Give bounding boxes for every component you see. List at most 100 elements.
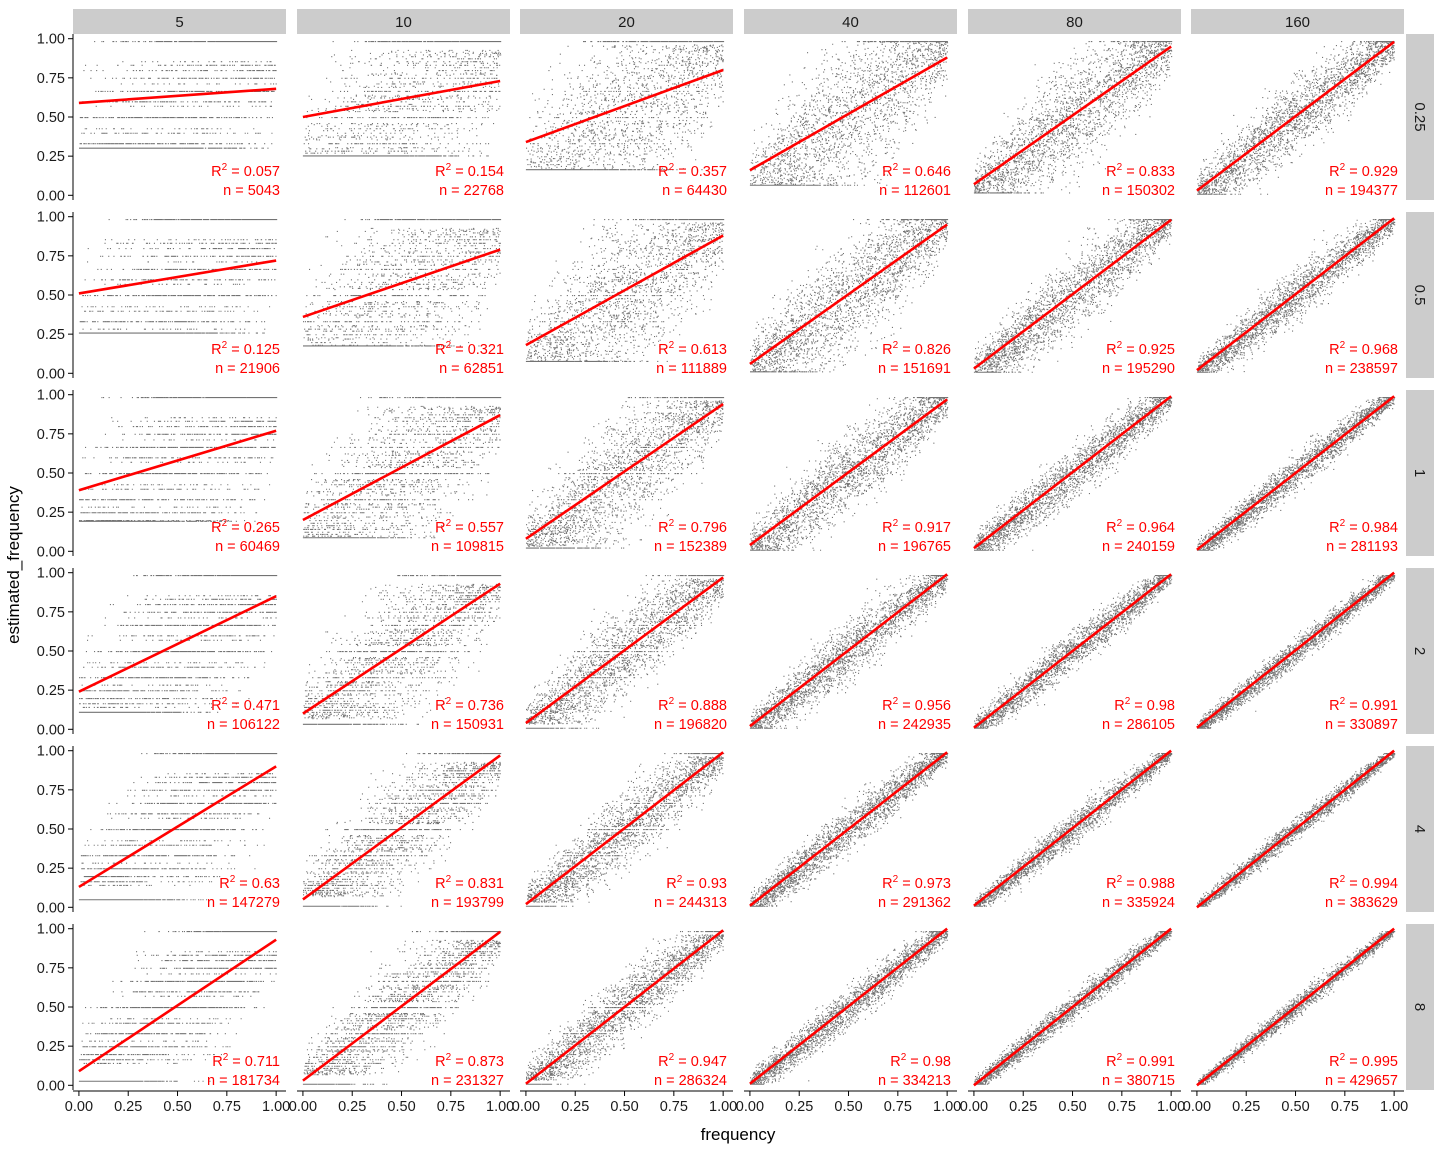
r-squared-label: R2 = 0.265 xyxy=(211,518,280,536)
x-tick-label: 1.00 xyxy=(933,1099,961,1115)
fit-line xyxy=(302,248,501,319)
y-tick-label: 0.75 xyxy=(37,249,65,265)
n-count-label: n = 150302 xyxy=(1102,183,1175,199)
facet-strip-row xyxy=(1406,34,1434,200)
facet-row-label: 8 xyxy=(1411,1003,1428,1011)
x-tick-label: 1.00 xyxy=(262,1099,290,1115)
fit-line xyxy=(1196,217,1395,372)
y-tick-label: 0.00 xyxy=(37,1078,65,1094)
n-count-label: n = 335924 xyxy=(1102,895,1175,911)
scatter-cloud xyxy=(525,753,725,907)
x-tick-label: 0.75 xyxy=(213,1099,241,1115)
fit-line xyxy=(973,395,1172,550)
y-tick-label: 0.25 xyxy=(37,683,65,699)
y-tick-label: 0.75 xyxy=(37,605,65,621)
facet-strip-col xyxy=(297,9,510,34)
fit-line xyxy=(1196,749,1395,909)
r-squared-label: R2 = 0.154 xyxy=(435,162,504,180)
n-count-label: n = 429657 xyxy=(1325,1073,1398,1089)
fit-line xyxy=(749,573,948,728)
y-tick-label: 0.50 xyxy=(37,110,65,126)
n-count-label: n = 281193 xyxy=(1326,539,1398,555)
facet-col-label: 40 xyxy=(842,14,859,31)
r-squared-label: R2 = 0.925 xyxy=(1106,340,1175,358)
r-squared-label: R2 = 0.956 xyxy=(882,696,951,714)
x-tick-label: 0.00 xyxy=(1183,1099,1211,1115)
n-count-label: n = 5043 xyxy=(223,183,280,199)
x-tick-label: 0.75 xyxy=(884,1099,912,1115)
n-count-label: n = 196820 xyxy=(654,717,727,733)
n-count-label: n = 334213 xyxy=(878,1073,951,1089)
panel-annotations: R2 = 0.057 n = 5043 R2 = 0.154 n = 22768 R2 … xyxy=(207,162,1398,1089)
n-count-label: n = 286105 xyxy=(1102,717,1175,733)
r-squared-label: R2 = 0.63 xyxy=(219,874,280,892)
n-count-label: n = 181734 xyxy=(207,1073,280,1089)
x-tick-label: 0.25 xyxy=(1232,1099,1260,1115)
scatter-cloud xyxy=(1196,219,1396,373)
n-count-label: n = 109815 xyxy=(431,539,504,555)
fit-line xyxy=(78,765,277,889)
r-squared-label: R2 = 0.988 xyxy=(1106,874,1175,892)
facet-strip-row xyxy=(1406,746,1434,912)
r-squared-label: R2 = 0.125 xyxy=(211,340,280,358)
y-tick-label: 0.00 xyxy=(37,900,65,916)
y-tick-label: 0.00 xyxy=(37,188,65,204)
x-tick-label: 0.00 xyxy=(65,1099,93,1115)
r-squared-label: R2 = 0.796 xyxy=(658,518,727,536)
facet-row-label: 0.25 xyxy=(1411,102,1428,131)
r-squared-label: R2 = 0.826 xyxy=(882,340,951,358)
scatter-cloud xyxy=(302,753,502,907)
x-tick-label: 0.25 xyxy=(561,1099,589,1115)
fit-line xyxy=(1196,395,1395,551)
x-tick-label: 0.25 xyxy=(1009,1099,1037,1115)
x-tick-label: 0.50 xyxy=(834,1099,862,1115)
scatter-cloud xyxy=(750,219,949,373)
y-tick-label: 0.00 xyxy=(37,366,65,382)
facet-row-label: 2 xyxy=(1411,647,1428,655)
r-squared-label: R2 = 0.736 xyxy=(435,696,504,714)
r-squared-label: R2 = 0.947 xyxy=(658,1052,727,1070)
x-tick-label: 0.00 xyxy=(289,1099,317,1115)
scatter-cloud xyxy=(302,575,502,725)
facet-col-label: 20 xyxy=(618,14,635,31)
fit-line xyxy=(973,45,1172,186)
y-tick-label: 0.25 xyxy=(37,861,65,877)
r-squared-label: R2 = 0.991 xyxy=(1106,1052,1175,1070)
fit-line xyxy=(1196,927,1395,1087)
y-axis-title: estimated_frequency xyxy=(4,486,23,644)
y-tick-label: 0.75 xyxy=(37,961,65,977)
r-squared-label: R2 = 0.833 xyxy=(1106,162,1175,180)
fit-line xyxy=(973,573,1172,729)
fit-line xyxy=(302,79,501,119)
facet-strip-row xyxy=(1406,568,1434,734)
y-tick-label: 1.00 xyxy=(37,566,65,582)
facet-strip-col xyxy=(73,9,286,34)
n-count-label: n = 195290 xyxy=(1102,361,1175,377)
scatter-cloud xyxy=(973,41,1173,194)
fit-line xyxy=(302,754,501,901)
facet-strip-row xyxy=(1406,390,1434,556)
scatter-cloud xyxy=(750,397,949,551)
axes: 0.000.250.500.751.000.000.250.500.751.00… xyxy=(37,32,1408,1115)
facet-strip-col xyxy=(520,9,733,34)
y-tick-label: 0.25 xyxy=(37,327,65,343)
fit-line xyxy=(78,429,277,492)
fit-line xyxy=(973,927,1172,1087)
x-tick-label: 1.00 xyxy=(486,1099,514,1115)
n-count-label: n = 151691 xyxy=(878,361,951,377)
x-tick-label: 0.75 xyxy=(1331,1099,1359,1115)
scatter-cloud xyxy=(78,931,278,1082)
r-squared-label: R2 = 0.613 xyxy=(658,340,727,358)
r-squared-label: R2 = 0.93 xyxy=(666,874,727,892)
facet-col-label: 160 xyxy=(1285,14,1310,31)
fit-line xyxy=(302,413,501,522)
r-squared-label: R2 = 0.968 xyxy=(1329,340,1398,358)
n-count-label: n = 231327 xyxy=(431,1073,504,1089)
scatter-cloud xyxy=(749,41,949,186)
n-count-label: n = 194377 xyxy=(1325,183,1398,199)
n-count-label: n = 242935 xyxy=(878,717,951,733)
facet-row-label: 4 xyxy=(1411,825,1428,833)
fit-line xyxy=(749,927,948,1085)
x-tick-label: 0.00 xyxy=(512,1099,540,1115)
